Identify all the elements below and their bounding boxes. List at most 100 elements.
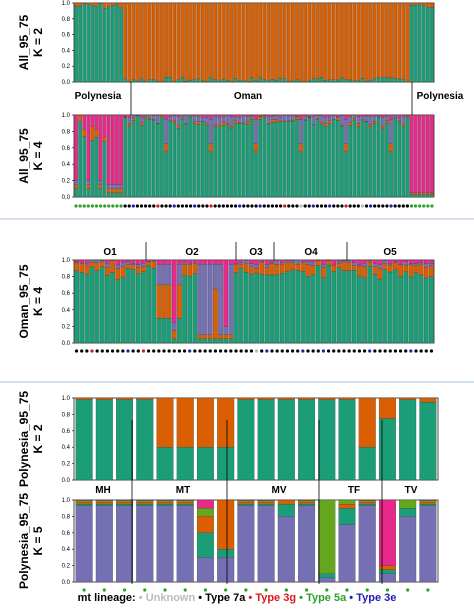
panel-2-mt-dot-18 — [143, 204, 148, 208]
mt-lineage-legend: mt lineage: • Unknown • Type 7a • Type 3… — [0, 592, 474, 604]
panel-1-bar-49-orange — [270, 2, 275, 80]
panel-2-mt-dot-25 — [172, 204, 176, 208]
panel-2-bar-20-teal — [151, 119, 156, 198]
panel-3-bar-27-teal — [207, 338, 213, 344]
panel-4-ytick-0.8: 0.8 — [62, 412, 71, 418]
panel-2-bar-4-magenta — [86, 114, 91, 181]
panel-2-bar-64-purple — [331, 115, 336, 120]
panel-5-bar-18-purple — [419, 505, 437, 583]
panel-4-bar-11-orange — [277, 397, 295, 400]
panel-2-bar-15-purple — [131, 115, 136, 118]
panel-1-bar-51-orange — [278, 2, 283, 79]
legend-dot-type3g: • — [248, 592, 253, 604]
panel-4-ytick-1.0: 1.0 — [62, 396, 71, 402]
panel-2-bar-4-orange — [86, 184, 91, 189]
panel-3-bar-3-teal — [84, 274, 90, 344]
panel-2-mt-dot-48 — [266, 204, 270, 208]
panel-5-mt-dot-8 — [224, 588, 228, 592]
panel-2-mt-dot-72 — [364, 204, 369, 208]
panel-3-bar-8-orange — [110, 260, 115, 273]
panel-3-mt-dot-58 — [368, 349, 372, 353]
panel-2-bar-20-purple — [151, 115, 156, 120]
panel-3-mt-dot-41 — [280, 349, 284, 353]
panel-2-mt-dot-4 — [86, 204, 90, 208]
panel-2-bar-40-magenta — [233, 114, 238, 118]
panel-1-bar-77-teal — [385, 77, 389, 83]
panel-3-bar-25-purple — [197, 264, 203, 335]
panel-3-bar-23-teal — [187, 276, 193, 344]
panel-4-bar-2-orange — [95, 397, 113, 400]
panel-2-bar-43-magenta — [245, 114, 250, 117]
panel-3-bar-30-orange — [223, 334, 229, 339]
panel-2-bar-24-purple — [168, 116, 173, 122]
panel-1-bar-12-teal — [119, 7, 123, 83]
panel-1-bar-86-orange — [421, 2, 426, 6]
panel-5-bar-12-purple — [298, 505, 316, 583]
panel-3-bar-17-orange — [156, 284, 162, 319]
panel-2-bar-56-magenta — [299, 114, 303, 120]
panel-3-bar-24-teal — [192, 273, 198, 344]
panel-2-bar-51-orange — [278, 120, 283, 123]
panel-2-bar-68-magenta — [348, 114, 353, 117]
panel-2-bar-65-purple — [335, 116, 340, 118]
panel-3-mt-dot-44 — [296, 349, 300, 353]
legend-item-type3e: Type 3e — [356, 592, 397, 604]
panel-2-ylabel-line-1: All_95_75 — [17, 128, 31, 184]
panel-3-bar-57-teal — [362, 277, 367, 344]
panel-5-bar-14-orange — [338, 503, 356, 509]
panel-2-bar-52-purple — [282, 115, 287, 122]
panel-3-bar-27-purple — [207, 264, 213, 335]
panel-1-bar-27-orange — [180, 2, 185, 78]
panel-1-bar-21-teal — [155, 81, 160, 83]
panel-2-bar-57-purple — [303, 115, 308, 121]
polynesia-group-label-5: TV — [405, 485, 418, 496]
panel-1-bar-76-orange — [380, 2, 385, 78]
panel-2-bar-46-orange — [258, 116, 263, 120]
panel-3-bar-49-purple — [321, 264, 326, 268]
panel-4-bar-18-orange — [419, 397, 437, 403]
panel-2-bar-77-purple — [385, 115, 389, 121]
panel-2-mt-dot-6 — [94, 204, 99, 208]
panel-2-bar-56-orange — [299, 143, 303, 153]
panel-3-bar-4-orange — [89, 261, 95, 268]
panel-1-bar-77-orange — [385, 2, 389, 78]
panel-3-mt-dot-49 — [321, 349, 326, 353]
panel-3-bar-63-teal — [393, 269, 398, 344]
panel-3-mt-dot-10 — [121, 349, 125, 353]
panel-1-bar-69-teal — [352, 80, 357, 83]
panel-5-bar-4-teal — [136, 503, 154, 506]
panel-3-bar-7-teal — [105, 274, 110, 344]
panel-2-bar-31-purple — [196, 116, 201, 122]
panel-2-ytick-0.8: 0.8 — [62, 129, 71, 135]
panel-3-bar-22-magenta — [182, 259, 187, 263]
panel-3-bar-56-teal — [357, 275, 362, 344]
panel-2-bar-27-purple — [180, 115, 185, 118]
panel-3-bar-7-orange — [105, 267, 110, 276]
panel-3-bar-33-orange — [238, 264, 244, 269]
panel-1-bar-19-teal — [147, 79, 152, 83]
panel-3-mt-dot-34 — [244, 349, 248, 353]
panel-2-bar-70-magenta — [356, 114, 361, 117]
panel-1-bar-88-teal — [430, 7, 434, 83]
panel-2-bar-4-teal — [86, 188, 91, 198]
panel-2-bar-49-orange — [270, 119, 275, 123]
panel-2-bar-30-purple — [192, 115, 197, 122]
panel-2-ytick-0.0: 0.0 — [62, 195, 71, 201]
panel-2-mt-dot-68 — [348, 204, 352, 208]
panel-1-bar-29-teal — [188, 79, 193, 83]
panel-3-bar-37-orange — [259, 262, 265, 275]
panel-2-bar-33-teal — [205, 125, 209, 198]
panel-5-bar-12-orange — [298, 502, 316, 505]
panel-2-bar-31-magenta — [196, 114, 201, 117]
panel-2-bar-33-orange — [205, 123, 209, 126]
panel-2-mt-dot-9 — [107, 204, 111, 208]
panel-3-bar-42-orange — [285, 262, 290, 272]
panel-5-bar-14-teal — [338, 508, 356, 525]
panel-1-bar-44-teal — [250, 77, 254, 83]
panel-2-mt-dot-29 — [188, 204, 193, 208]
panel-1-bar-4-orange — [86, 2, 91, 5]
panel-2-mt-dot-20 — [152, 204, 156, 208]
panel-3-bar-3-magenta — [84, 259, 90, 264]
panel-3-bar-54-purple — [346, 260, 352, 263]
legend-item-unknown: Unknown — [145, 592, 196, 604]
